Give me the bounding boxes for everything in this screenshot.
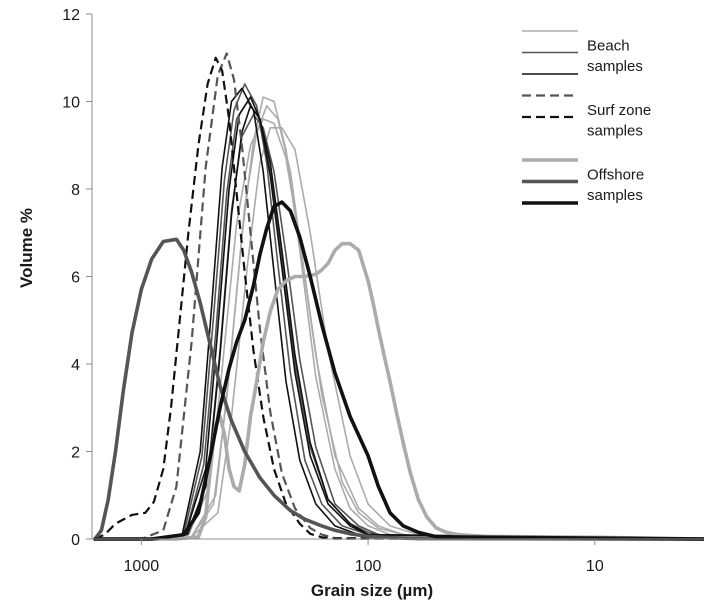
legend-label-offshore-line2: samples (587, 187, 643, 204)
legend: Beach samples Surf zone samples Offshore samp… (522, 30, 651, 205)
series-line-surf-11 (95, 52, 704, 541)
x-tick-label: 10 (586, 558, 604, 575)
legend-label-surf: Surf zone (587, 102, 651, 119)
y-tick-label: 10 (62, 95, 80, 112)
series-line-beach-7 (94, 83, 704, 540)
y-tick-label: 12 (62, 7, 80, 24)
x-tick-label: 100 (355, 558, 382, 575)
y-tick-label: 4 (71, 357, 80, 374)
legend-label-beach-line2: samples (587, 58, 643, 75)
series-line-beach-8 (94, 87, 704, 540)
x-axis-title: Grain size (µm) (311, 581, 433, 600)
plot-area (93, 52, 704, 541)
series-line-offshore-13 (93, 241, 704, 541)
y-tick-label: 8 (71, 182, 80, 199)
legend-label-offshore: Offshore (587, 167, 644, 184)
series-line-offshore-15 (93, 200, 704, 541)
y-tick-label: 0 (71, 532, 80, 549)
legend-label-beach: Beach (587, 38, 630, 55)
series-line-offshore-14 (93, 237, 704, 541)
legend-label-surf-line2: samples (587, 123, 643, 140)
y-tick-label: 2 (71, 445, 80, 462)
x-tick-label: 1000 (124, 558, 160, 575)
y-axis: 0 2 4 6 8 10 12 (62, 7, 93, 549)
x-axis: 1000 100 10 (92, 538, 704, 575)
series-line-beach-1 (94, 96, 704, 540)
series-line-surf-12 (94, 56, 704, 541)
series-line-beach-9 (94, 96, 704, 540)
y-axis-title: Volume % (17, 208, 36, 288)
y-tick-label: 6 (71, 270, 80, 287)
